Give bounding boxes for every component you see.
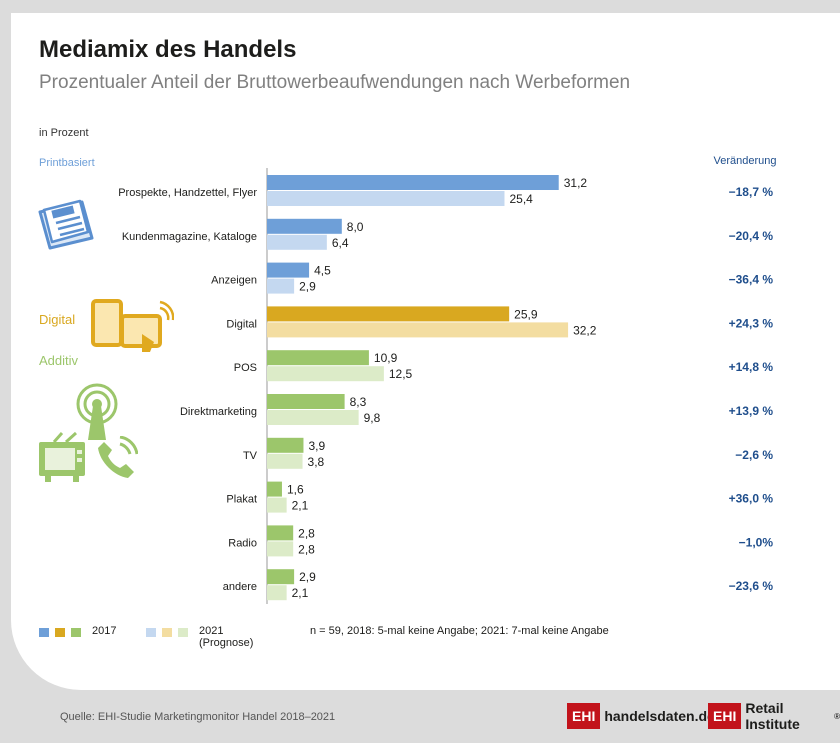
- bar-2017-anzeigen: [267, 262, 310, 278]
- legend-swatch-digital-2017: [55, 628, 65, 637]
- unit-label: in Prozent: [39, 127, 89, 139]
- change-label-radio: −1,0%: [739, 535, 774, 549]
- category-label-prospekte-handzettel-flyer: Prospekte, Handzettel, Flyer: [118, 187, 257, 199]
- value-label-2021-prospekte-handzettel-flyer: 25,4: [509, 192, 533, 206]
- antenna-icon: [76, 383, 118, 440]
- legend-swatch-digital-2021: [162, 628, 172, 637]
- ehi-retail-institute-logo[interactable]: EHI Retail Institute ®: [708, 700, 840, 732]
- retail-institute-text: Retail Institute: [745, 700, 800, 732]
- value-label-2021-kundenmagazine-kataloge: 6,4: [332, 236, 349, 250]
- bars-layer: Prospekte, Handzettel, Flyer 31,2 25,4 −18,…: [118, 175, 774, 601]
- bar-2017-digital: [267, 306, 510, 322]
- legend-label-2017: 2017: [92, 625, 117, 637]
- change-header: Veränderung: [713, 155, 777, 167]
- bar-2021-kundenmagazine-kataloge: [267, 234, 327, 250]
- change-label-direktmarketing: +13,9 %: [729, 404, 774, 418]
- value-label-2021-radio: 2,8: [298, 542, 315, 556]
- change-label-digital: +24,3 %: [729, 316, 774, 330]
- value-label-2017-pos: 10,9: [374, 351, 398, 365]
- handelsdaten-text: handelsdaten.de: [604, 708, 715, 724]
- category-label-direktmarketing: Direktmarketing: [180, 406, 257, 418]
- category-label-kundenmagazine-kataloge: Kundenmagazine, Kataloge: [122, 231, 257, 243]
- bar-2017-prospekte-handzettel-flyer: [267, 175, 559, 190]
- group-label-additiv: Additiv: [39, 353, 79, 368]
- legend-swatch-print-2017: [39, 628, 49, 637]
- ehi-logo-box: EHI: [567, 703, 601, 729]
- value-label-2021-andere: 2,1: [292, 586, 309, 600]
- newspaper-icon: [38, 199, 94, 250]
- change-label-andere: −23,6 %: [729, 579, 774, 593]
- bar-2021-andere: [267, 585, 287, 601]
- change-label-prospekte-handzettel-flyer: −18,7 %: [729, 185, 774, 199]
- bar-2017-plakat: [267, 481, 282, 497]
- value-label-2017-kundenmagazine-kataloge: 8,0: [347, 220, 364, 234]
- bar-2021-plakat: [267, 497, 287, 513]
- category-label-plakat: Plakat: [226, 494, 257, 506]
- bar-2021-digital: [267, 322, 569, 338]
- bar-2017-kundenmagazine-kataloge: [267, 218, 342, 234]
- value-label-2021-tv: 3,8: [308, 455, 325, 469]
- change-label-plakat: +36,0 %: [729, 492, 774, 506]
- value-label-2021-plakat: 2,1: [292, 499, 309, 513]
- bar-2021-radio: [267, 541, 294, 557]
- value-label-2017-radio: 2,8: [298, 526, 315, 540]
- page-subtitle: Prozentualer Anteil der Bruttowerbeaufwe…: [39, 72, 631, 93]
- value-label-2021-digital: 32,2: [573, 323, 597, 337]
- legend-swatch-additiv-2017: [71, 628, 81, 637]
- bar-2021-direktmarketing: [267, 410, 359, 425]
- category-label-tv: TV: [243, 450, 258, 462]
- change-label-kundenmagazine-kataloge: −20,4 %: [729, 229, 774, 243]
- sample-note: n = 59, 2018: 5-mal keine Angabe; 2021: …: [310, 625, 609, 637]
- ehi-logo-box-2: EHI: [708, 703, 742, 729]
- category-label-digital: Digital: [226, 318, 257, 330]
- page-title: Mediamix des Handels: [39, 36, 297, 63]
- legend-swatch-additiv-2021: [178, 628, 188, 637]
- bar-2017-tv: [267, 437, 304, 453]
- category-label-andere: andere: [223, 581, 257, 593]
- value-label-2017-prospekte-handzettel-flyer: 31,2: [564, 176, 588, 190]
- bar-2021-tv: [267, 453, 303, 469]
- bar-2021-prospekte-handzettel-flyer: [267, 191, 505, 206]
- handelsdaten-logo[interactable]: EHI handelsdaten.de: [567, 702, 715, 730]
- change-label-anzeigen: −36,4 %: [729, 273, 774, 287]
- value-label-2021-pos: 12,5: [389, 367, 413, 381]
- registered-mark: ®: [834, 711, 840, 721]
- bar-2017-radio: [267, 525, 294, 541]
- phone-icon: [98, 436, 138, 478]
- category-label-pos: POS: [234, 362, 257, 374]
- bar-2021-anzeigen: [267, 278, 295, 294]
- group-label-print: Printbasiert: [39, 157, 95, 169]
- category-label-anzeigen: Anzeigen: [211, 275, 257, 287]
- change-label-pos: +14,8 %: [729, 360, 774, 374]
- value-label-2017-digital: 25,9: [514, 307, 538, 321]
- value-label-2021-anzeigen: 2,9: [299, 280, 316, 294]
- value-label-2017-andere: 2,9: [299, 570, 316, 584]
- change-label-tv: −2,6 %: [735, 448, 773, 462]
- bar-2017-pos: [267, 350, 369, 366]
- legend-label-2021: 2021 (Prognose): [199, 625, 254, 649]
- tv-icon: [39, 431, 85, 482]
- bar-2017-andere: [267, 569, 295, 585]
- value-label-2017-direktmarketing: 8,3: [350, 395, 367, 409]
- category-label-radio: Radio: [228, 537, 257, 549]
- group-label-digital: Digital: [39, 312, 76, 327]
- bar-2017-direktmarketing: [267, 394, 345, 409]
- value-label-2021-direktmarketing: 9,8: [364, 411, 381, 425]
- devices-icon: [91, 299, 174, 352]
- legend-swatch-print-2021: [146, 628, 156, 637]
- value-label-2017-tv: 3,9: [308, 439, 325, 453]
- value-label-2017-plakat: 1,6: [287, 483, 304, 497]
- value-label-2017-anzeigen: 4,5: [314, 264, 331, 278]
- source-note: Quelle: EHI-Studie Marketingmonitor Hand…: [60, 711, 336, 723]
- bar-2021-pos: [267, 366, 384, 382]
